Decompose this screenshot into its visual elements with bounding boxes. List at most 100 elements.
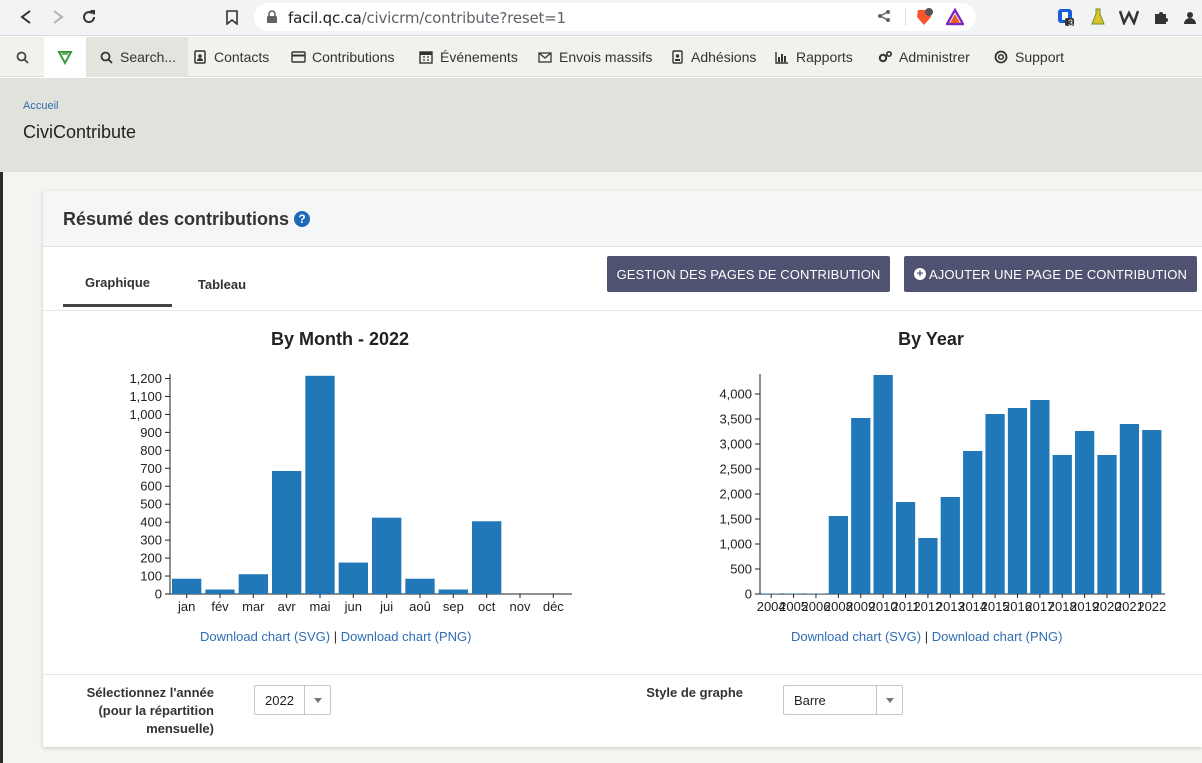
add-contribution-page-button[interactable]: + AJOUTER UNE PAGE DE CONTRIBUTION xyxy=(904,256,1197,292)
x-tick-label: 2016 xyxy=(1003,599,1032,614)
year-download-png-link[interactable]: Download chart (PNG) xyxy=(931,629,1063,644)
chart-bar xyxy=(438,589,468,594)
x-tick-label: 2019 xyxy=(1070,599,1099,614)
quicksearch-toggle[interactable] xyxy=(0,37,44,77)
bitwarden-extension-icon[interactable]: 3 xyxy=(1056,7,1076,28)
life-ring-icon xyxy=(993,49,1009,65)
year-label-line: mensuelle) xyxy=(146,721,214,736)
page-header: Accueil CiviContribute xyxy=(0,78,1202,172)
y-tick-label: 0 xyxy=(155,587,162,602)
x-tick-label: 2017 xyxy=(1025,599,1054,614)
tab-tableau[interactable]: Tableau xyxy=(179,261,265,307)
menu-contacts[interactable]: Contacts xyxy=(192,37,269,77)
y-tick-label: 1,100 xyxy=(129,389,162,404)
extension-badge: 3 xyxy=(1068,18,1074,28)
manage-button-label: GESTION DES PAGES DE CONTRIBUTION xyxy=(616,266,881,282)
bookmark-icon[interactable] xyxy=(222,7,242,27)
browser-toolbar: facil.qc.ca/civicrm/contribute?reset=1 3 xyxy=(0,0,1202,36)
reload-icon[interactable] xyxy=(79,7,99,27)
menu-memberships[interactable]: Adhésions xyxy=(669,37,756,77)
share-icon[interactable] xyxy=(877,9,891,28)
chevron-down-icon xyxy=(304,686,330,714)
back-icon[interactable] xyxy=(16,7,36,27)
menu-contributions[interactable]: Contributions xyxy=(290,37,395,77)
id-badge-icon xyxy=(669,49,685,65)
contribution-summary-panel: Résumé des contributions ? Graphique Tab… xyxy=(43,191,1202,747)
month-download-png-link[interactable]: Download chart (PNG) xyxy=(340,629,472,644)
chart-bar xyxy=(1097,455,1117,594)
y-tick-label: 100 xyxy=(140,569,162,584)
flask-extension-icon[interactable] xyxy=(1088,7,1108,27)
breadcrumb[interactable]: Accueil xyxy=(23,100,59,112)
chart-bar xyxy=(851,418,871,594)
url-divider xyxy=(905,8,906,26)
search-icon xyxy=(98,49,114,65)
menu-search-label: Search... xyxy=(120,49,177,65)
menu-search[interactable]: Search... xyxy=(86,37,189,77)
civicrm-menubar: Search... Contacts Contributions Événeme… xyxy=(0,37,1202,77)
address-bar[interactable]: facil.qc.ca/civicrm/contribute?reset=1 xyxy=(254,3,976,31)
menu-contributions-label: Contributions xyxy=(312,49,395,65)
forward-icon[interactable] xyxy=(48,7,68,27)
help-icon[interactable]: ? xyxy=(294,211,310,227)
add-button-label: AJOUTER UNE PAGE DE CONTRIBUTION xyxy=(929,266,1187,282)
y-tick-label: 3,000 xyxy=(719,437,752,452)
x-tick-label: 2021 xyxy=(1115,599,1144,614)
year-download-svg-link[interactable]: Download chart (SVG) xyxy=(791,629,922,644)
chart-bar xyxy=(338,562,368,594)
x-tick-label: mai xyxy=(310,599,331,614)
left-edge xyxy=(0,172,3,763)
y-tick-label: 0 xyxy=(745,587,752,602)
y-tick-label: 1,500 xyxy=(719,512,752,527)
brave-rewards-icon[interactable] xyxy=(944,7,966,31)
menu-administer[interactable]: Administrer xyxy=(877,37,970,77)
year-select-label: Sélectionnez l'année (pour la répartitio… xyxy=(63,684,214,738)
brave-shield-icon[interactable] xyxy=(914,7,934,32)
tab-tableau-label: Tableau xyxy=(197,276,247,292)
menu-events[interactable]: Événements xyxy=(418,37,518,77)
footer-divider xyxy=(43,674,1202,675)
chart-bar xyxy=(918,538,938,594)
chart-bar xyxy=(405,578,435,594)
x-tick-label: 2020 xyxy=(1093,599,1122,614)
y-tick-label: 500 xyxy=(140,497,162,512)
year-select-value: 2022 xyxy=(265,693,294,708)
x-tick-label: 2015 xyxy=(981,599,1010,614)
x-tick-label: avr xyxy=(278,599,297,614)
x-tick-label: 2022 xyxy=(1137,599,1166,614)
x-tick-label: 2009 xyxy=(846,599,875,614)
menu-support-label: Support xyxy=(1015,49,1065,65)
x-tick-label: 2006 xyxy=(802,599,831,614)
x-tick-label: fév xyxy=(211,599,229,614)
menu-mailings[interactable]: Envois massifs xyxy=(537,37,652,77)
y-tick-label: 600 xyxy=(140,479,162,494)
profile-icon[interactable] xyxy=(1180,7,1200,27)
chart-bar xyxy=(895,502,916,594)
menu-reports[interactable]: Rapports xyxy=(774,37,853,77)
x-tick-label: 2008 xyxy=(824,599,853,614)
w-extension-icon[interactable] xyxy=(1119,7,1139,27)
chart-bar xyxy=(372,517,402,594)
year-select[interactable]: 2022 xyxy=(254,685,331,715)
menu-administer-label: Administrer xyxy=(899,49,970,65)
chart-bar xyxy=(806,593,826,594)
civicrm-logo[interactable] xyxy=(44,37,86,77)
tab-graphique[interactable]: Graphique xyxy=(63,261,172,307)
envelope-icon xyxy=(537,49,553,65)
manage-contribution-pages-button[interactable]: GESTION DES PAGES DE CONTRIBUTION xyxy=(607,256,890,292)
chart-style-select[interactable]: Barre xyxy=(783,685,903,715)
x-tick-label: 2005 xyxy=(779,599,808,614)
year-label-line: Sélectionnez l'année xyxy=(86,685,214,700)
chart-bar xyxy=(172,578,202,594)
menu-contacts-label: Contacts xyxy=(214,49,270,65)
chart-bar xyxy=(1030,400,1050,594)
menu-mailings-label: Envois massifs xyxy=(559,49,653,65)
chart-bar xyxy=(940,497,960,594)
month-bar-chart: 0 100 200 300 400 500 600 700 800 900 1,000 1,100 1,… xyxy=(129,371,572,614)
menu-support[interactable]: Support xyxy=(993,37,1064,77)
puzzle-extensions-icon[interactable] xyxy=(1151,7,1171,27)
month-download-svg-link[interactable]: Download chart (SVG) xyxy=(200,629,331,644)
bar-chart-icon xyxy=(774,49,790,65)
menu-events-label: Événements xyxy=(440,49,518,65)
y-tick-label: 900 xyxy=(140,425,162,440)
